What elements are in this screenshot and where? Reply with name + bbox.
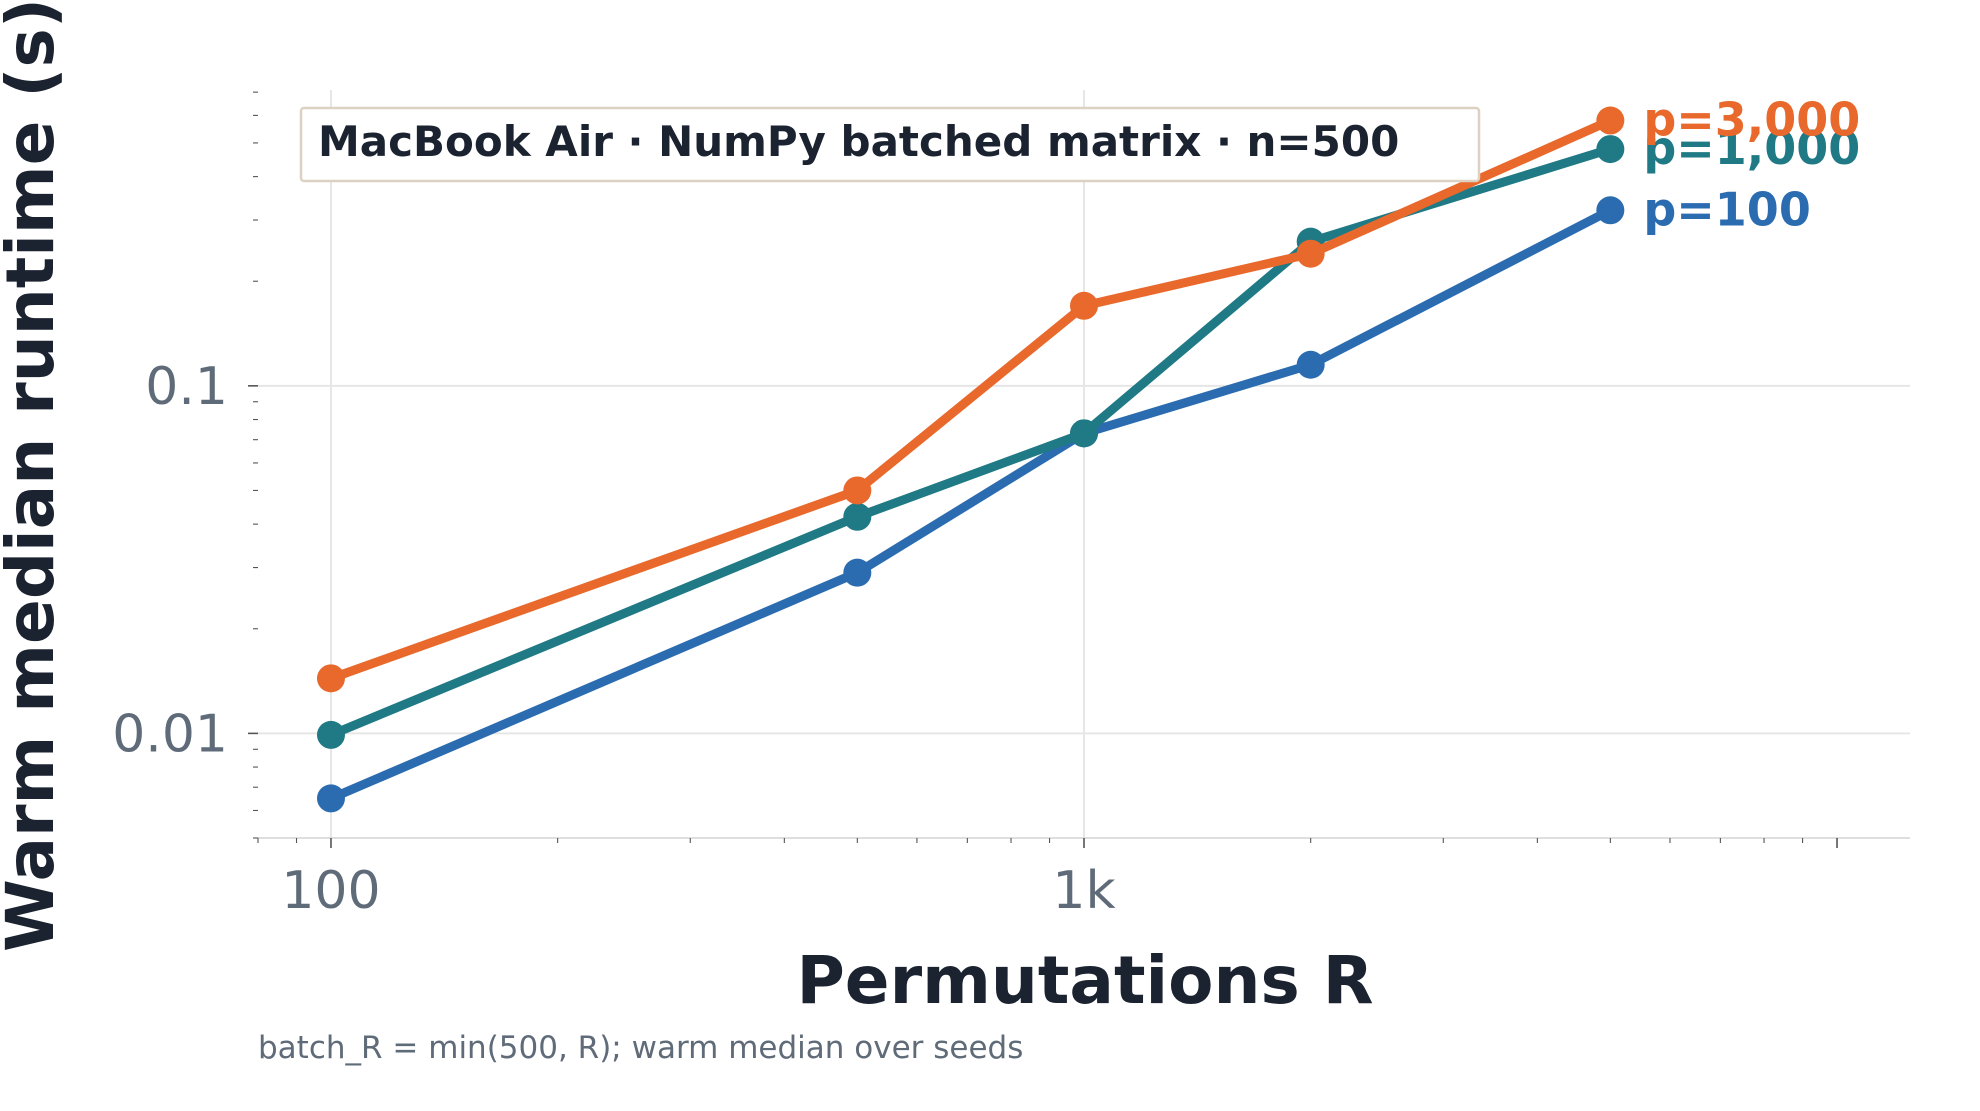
data-point (316, 784, 345, 813)
series-line (326, 116, 1615, 683)
data-point (843, 476, 872, 505)
data-point (1296, 350, 1325, 379)
data-point (1070, 291, 1098, 320)
series-lines (316, 106, 1625, 813)
data-point (316, 664, 345, 693)
grid (258, 90, 1910, 838)
data-point (1596, 196, 1625, 225)
x-tick-label: 1k (1052, 861, 1115, 921)
axes: 100 1k 0.01 0.1 (112, 91, 1910, 921)
series-line (326, 144, 1615, 740)
data-point (1596, 106, 1625, 135)
y-tick-label: 0.1 (145, 357, 228, 417)
chart-title: MacBook Air · NumPy batched matrix · n=5… (318, 117, 1399, 166)
data-point (316, 720, 345, 749)
y-tick-label: 0.01 (112, 704, 228, 764)
chart-title-box: MacBook Air · NumPy batched matrix · n=5… (299, 106, 1481, 183)
series-p-3-000 (316, 106, 1625, 693)
series-line (326, 205, 1615, 803)
series-end-label: p=100 (1643, 182, 1811, 236)
series-end-label: p=3,000 (1643, 93, 1860, 147)
x-axis-title: Permutations R (796, 942, 1373, 1019)
series-end-label: p=1,000 (1643, 121, 1860, 175)
data-point (1596, 135, 1625, 164)
data-point (843, 558, 872, 587)
data-point (1070, 419, 1098, 448)
series-p-100 (316, 196, 1625, 813)
series-p-1-000 (316, 135, 1625, 749)
footnote: batch_R = min(500, R); warm median over … (258, 1030, 1024, 1066)
y-axis-title: Warm median runtime (s) (0, 0, 69, 952)
data-point (843, 502, 872, 531)
data-point (1296, 239, 1325, 268)
x-tick-label: 100 (281, 861, 380, 921)
